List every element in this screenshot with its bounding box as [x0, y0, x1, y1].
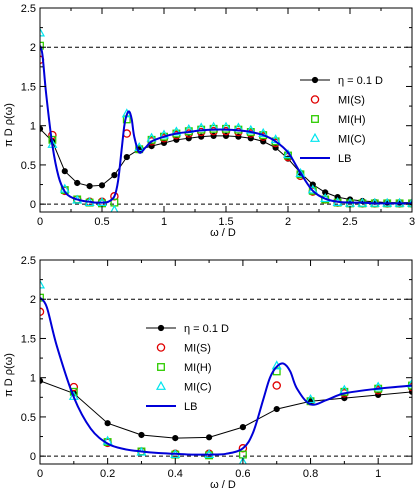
data-point	[205, 434, 213, 441]
x-tick-label: 0.5	[94, 216, 109, 228]
legend-label: η = 0.1 D	[338, 75, 383, 87]
data-point	[273, 405, 280, 413]
y-tick-label: 2	[30, 42, 36, 54]
data-point	[86, 183, 93, 190]
x-tick-label: 3	[409, 216, 415, 228]
legend-swatch	[155, 380, 167, 390]
y-tick-label: 1.5	[21, 333, 36, 345]
data-point	[258, 127, 269, 137]
y-tick-label: 2.5	[21, 255, 36, 267]
legend-label: MI(S)	[338, 95, 365, 107]
legend-label: LB	[184, 401, 197, 413]
series-line	[40, 45, 412, 205]
x-tick-label: 1	[375, 468, 381, 480]
data-point	[111, 172, 118, 179]
data-point	[98, 182, 106, 189]
top-panel: π D ρ(ω) ω / D 0 0.5 1 1.5 2 2.5 3 0 0.5 1 1.5 2 2.5…	[3, 3, 415, 239]
data-point	[406, 378, 412, 388]
legend-label: η = 0.1 D	[184, 323, 229, 335]
x-tick-label: 0	[37, 468, 43, 480]
legend-swatch	[311, 115, 319, 123]
legend-swatch	[309, 132, 321, 142]
legend-label: LB	[338, 153, 351, 165]
x-tick-label: 0.8	[303, 468, 318, 480]
data-point	[171, 126, 182, 136]
data-point	[239, 424, 247, 431]
data-point	[40, 279, 46, 289]
y-tick-label: 0.5	[21, 412, 36, 424]
y-axis-label: π D ρ(ω)	[3, 353, 15, 397]
legend-label: MI(S)	[184, 343, 211, 355]
y-axis-label: π D ρ(ω)	[3, 103, 15, 147]
bottom-panel: π D ρ(ω) ω / D 0 0.2 0.4 0.6 0.8 1 0 0.5 1 1.5 2 2.…	[3, 255, 413, 491]
data-point	[373, 381, 384, 391]
legend-swatch	[311, 76, 319, 84]
y-tick-label: 2.5	[21, 3, 36, 15]
legend-label: MI(C)	[184, 382, 212, 394]
data-point	[305, 394, 316, 404]
y-tick-label: 1	[30, 121, 36, 133]
x-tick-label: 0.2	[100, 468, 115, 480]
legend-swatch	[157, 324, 165, 332]
data-point	[104, 420, 111, 427]
data-point	[61, 168, 68, 175]
data-point	[74, 179, 81, 187]
x-axis-label: ω / D	[210, 479, 236, 491]
data-point	[245, 124, 256, 134]
x-tick-label: 1.5	[218, 216, 233, 228]
y-tick-label: 0.5	[21, 160, 36, 172]
legend: η = 0.1 D MI(S) MI(H) MI(C) LB	[300, 75, 383, 165]
y-tick-label: 0	[30, 451, 36, 463]
legend-swatch	[157, 363, 165, 371]
series-line	[40, 296, 412, 456]
data-point	[295, 167, 306, 177]
data-point	[238, 456, 247, 464]
data-point	[172, 435, 179, 442]
legend-swatch	[310, 95, 320, 104]
y-tick-label: 2	[30, 294, 36, 306]
x-tick-label: 2.5	[342, 216, 357, 228]
data-point	[272, 381, 281, 390]
data-point	[40, 27, 46, 37]
x-tick-label: 2	[285, 216, 291, 228]
y-tick-label: 1.5	[21, 81, 36, 93]
x-tick-label: 0.4	[168, 468, 183, 480]
y-tick-label: 0	[30, 199, 36, 211]
series-line	[40, 380, 412, 439]
legend-label: MI(C)	[338, 134, 366, 146]
legend-swatch	[156, 343, 166, 352]
data-point	[138, 431, 145, 439]
legend: η = 0.1 D MI(S) MI(H) MI(C) LB	[146, 323, 229, 413]
x-tick-label: 1	[161, 216, 167, 228]
y-tick-label: 1	[30, 373, 36, 385]
plot-frame	[39, 259, 413, 465]
data-point	[123, 153, 130, 161]
legend-label: MI(H)	[184, 362, 212, 374]
data-point	[158, 129, 170, 139]
legend-label: MI(H)	[338, 114, 366, 126]
data-point	[110, 204, 119, 212]
x-tick-label: 0	[37, 216, 43, 228]
x-axis-label: ω / D	[210, 227, 236, 239]
x-tick-label: 0.6	[235, 468, 250, 480]
plot-frame	[39, 7, 413, 213]
